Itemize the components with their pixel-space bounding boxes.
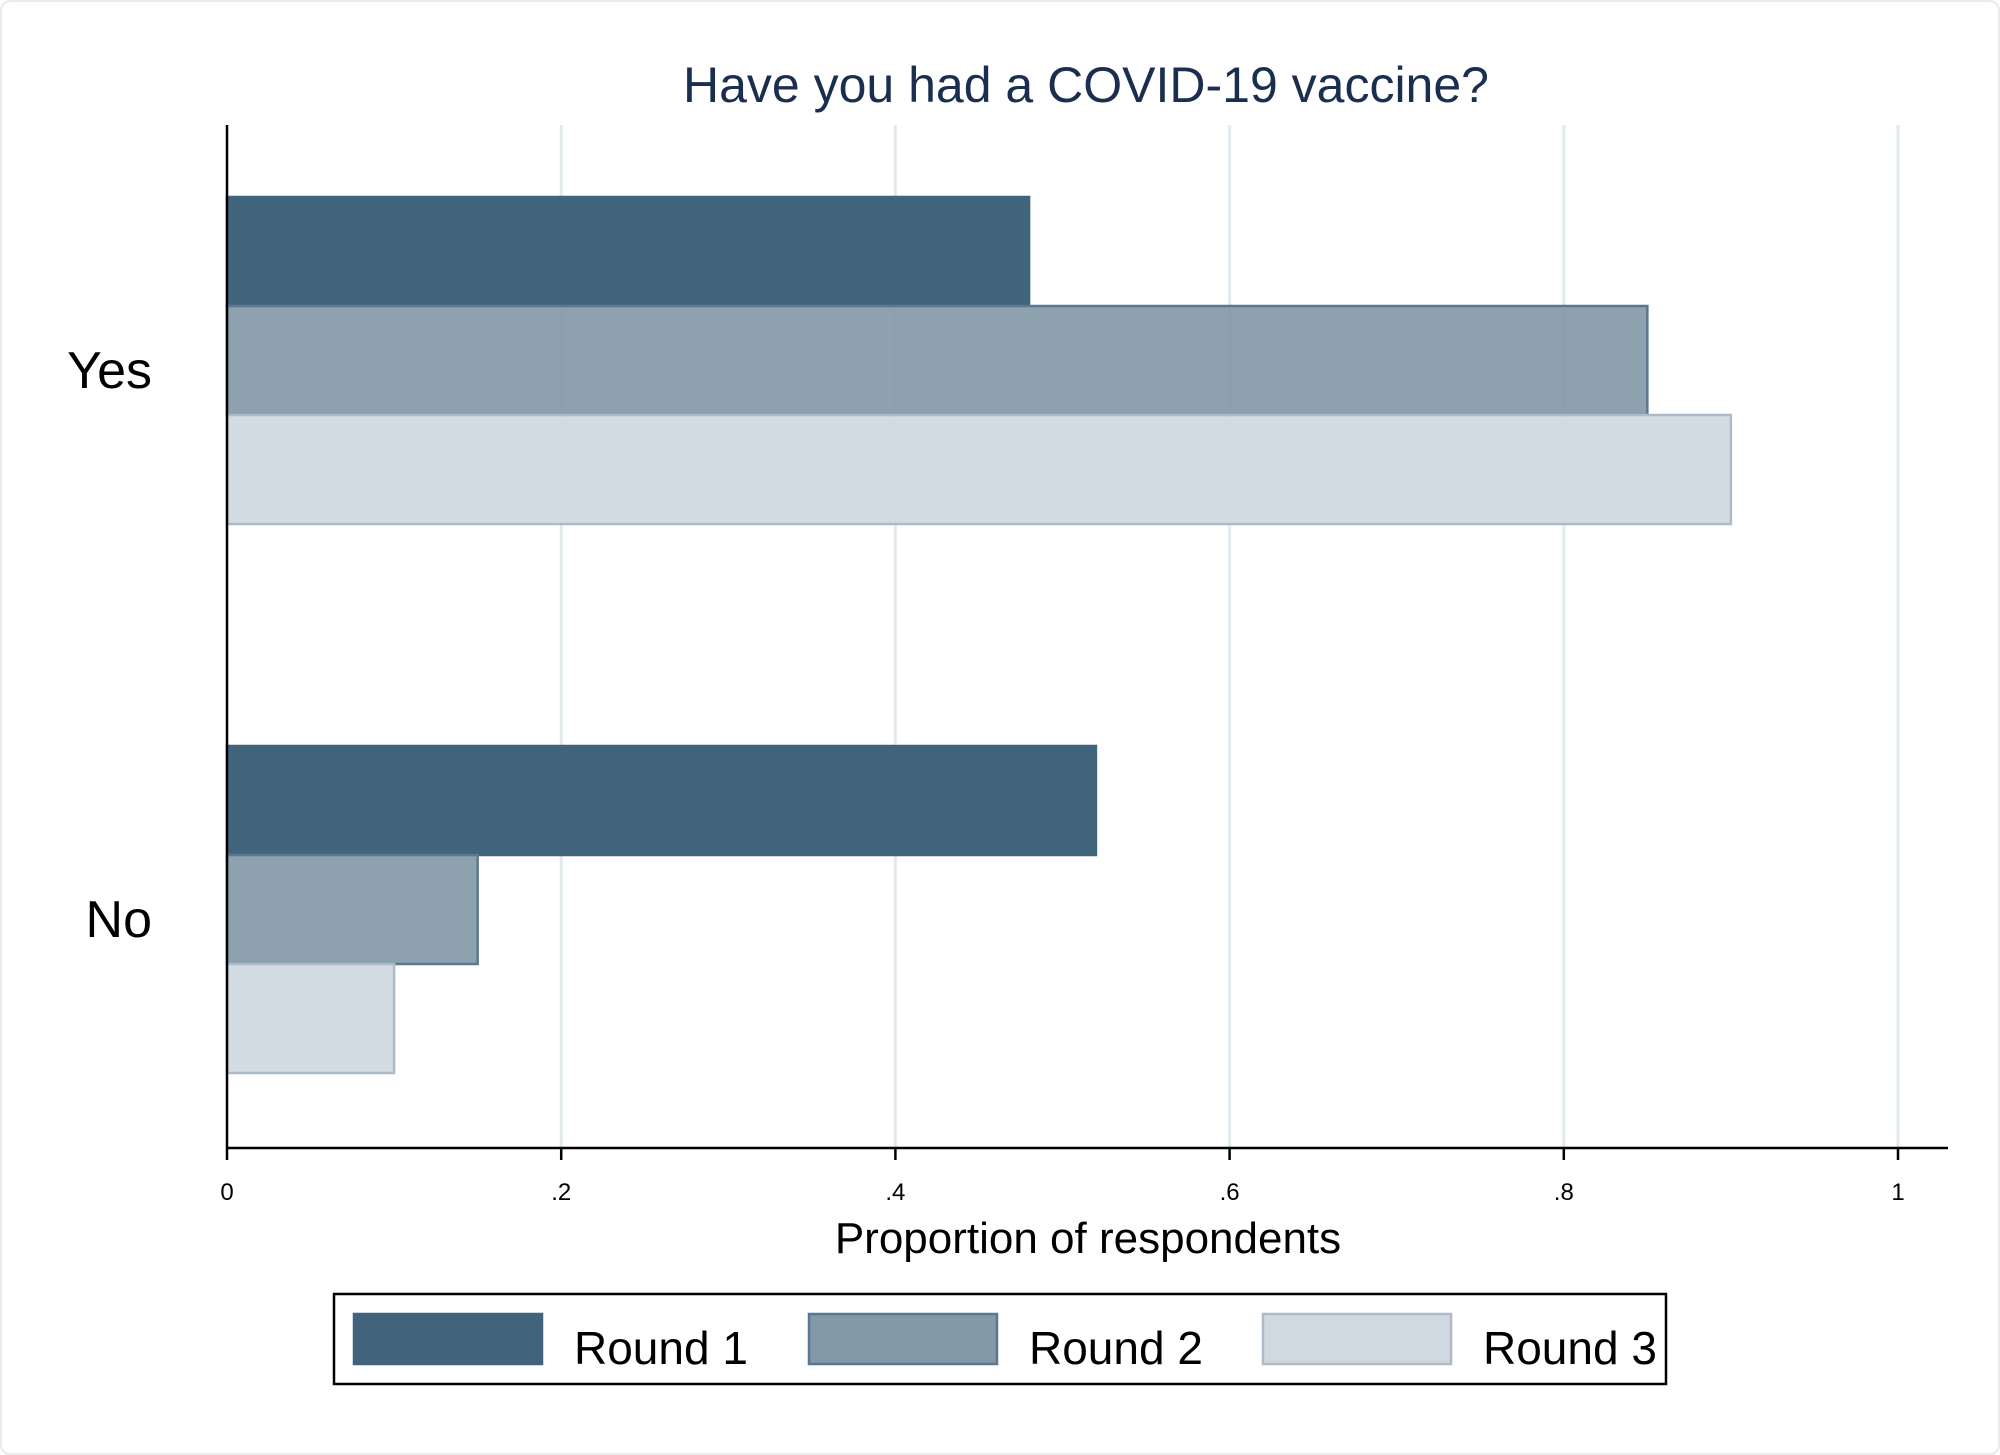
bar-yes-round-3 <box>225 413 1733 526</box>
category-label-no: No <box>86 891 152 949</box>
x-tick-label: 0 <box>220 1179 233 1206</box>
chart-title: Have you had a COVID-19 vaccine? <box>683 57 1489 113</box>
bars <box>225 195 1733 1075</box>
x-tick-label: .6 <box>1220 1179 1240 1206</box>
x-tick-label: .2 <box>551 1179 571 1206</box>
bar-no-round-3 <box>225 962 396 1075</box>
x-tick-label: .4 <box>885 1179 905 1206</box>
x-axis-ticks: 0 .2 .4 .6 .8 1 <box>220 1148 1905 1206</box>
category-label-yes: Yes <box>67 342 152 400</box>
bar-no-round-1 <box>225 744 1098 857</box>
bar-yes-round-1 <box>225 195 1031 308</box>
bar-no-round-2 <box>225 853 479 966</box>
legend-label-round-3: Round 3 <box>1483 1322 1657 1374</box>
bar-yes-round-2 <box>225 304 1649 417</box>
category-labels: Yes No <box>67 342 152 949</box>
x-tick-label: .8 <box>1554 1179 1574 1206</box>
legend-label-round-2: Round 2 <box>1029 1322 1203 1374</box>
legend-swatch-round-1 <box>352 1312 544 1366</box>
x-tick-label: 1 <box>1891 1179 1904 1206</box>
x-axis-title: Proportion of respondents <box>835 1214 1341 1263</box>
legend: Round 1 Round 2 Round 3 <box>332 1292 1668 1386</box>
legend-swatch-round-2 <box>807 1312 999 1366</box>
legend-swatch-round-3 <box>1261 1312 1453 1366</box>
legend-label-round-1: Round 1 <box>574 1322 748 1374</box>
